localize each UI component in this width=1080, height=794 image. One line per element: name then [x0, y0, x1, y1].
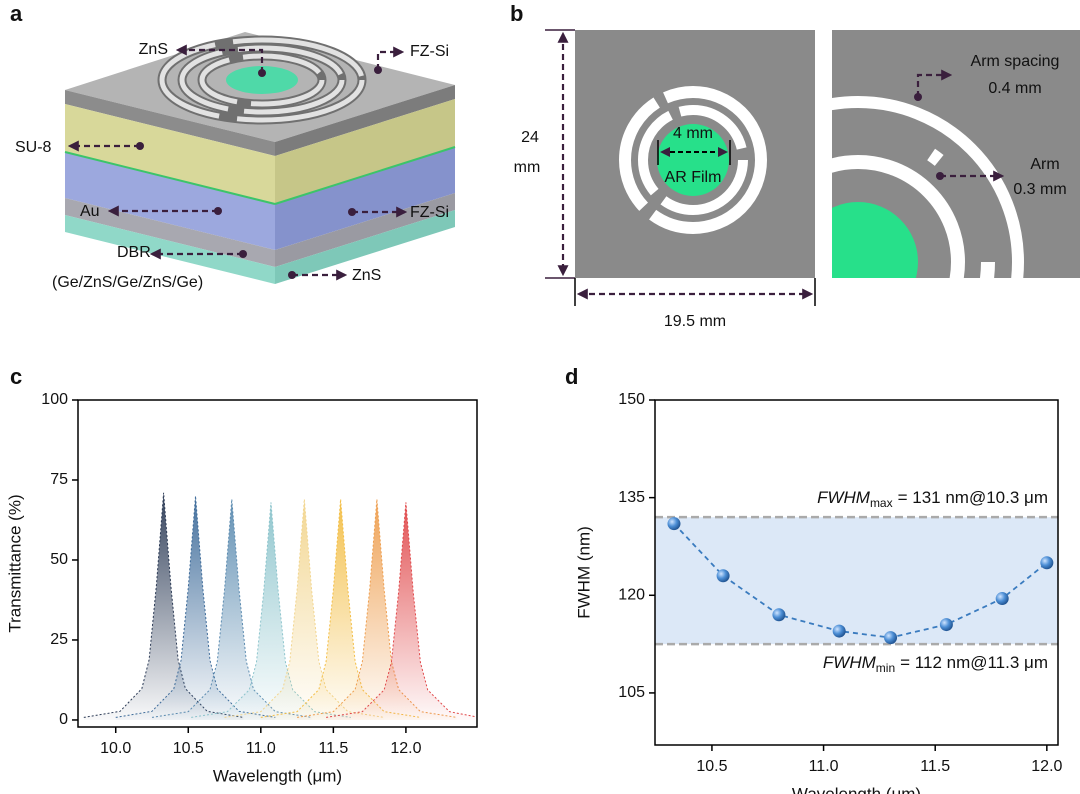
rings	[619, 86, 767, 234]
panel-label: a	[10, 1, 23, 26]
layer	[65, 104, 275, 204]
x-tick-label: 12.0	[1031, 758, 1062, 775]
x-tick-label: 11.0	[246, 740, 276, 757]
callout-label: FZ-Si	[410, 204, 449, 221]
y-tick-label: 0	[59, 711, 68, 728]
dimension-label: 4 mm	[673, 125, 713, 142]
peak-area	[191, 502, 351, 720]
point	[832, 624, 846, 638]
dimension-label: 24	[521, 129, 539, 146]
y-tick-label: 75	[50, 471, 68, 488]
layer	[65, 152, 275, 250]
callout-label: Arm	[1030, 156, 1059, 173]
callouts	[67, 44, 408, 281]
dimension-unit: mm	[514, 159, 541, 176]
y-tick-label: 105	[618, 684, 645, 701]
callout-label: Arm spacing	[971, 53, 1060, 70]
plot-frame	[654, 399, 1059, 746]
peak-line	[115, 495, 276, 718]
peak-line	[191, 502, 351, 718]
au-line	[64, 151, 276, 205]
panel-label: b	[510, 1, 523, 26]
peak-area	[151, 499, 312, 720]
annotation: FWHMmax = 131 nm@10.3 μm	[817, 489, 1048, 511]
y-tick-label: 50	[50, 551, 68, 568]
x-tick-label: 11.5	[318, 740, 348, 757]
band	[655, 517, 1058, 645]
annotation-symbol: FWHM	[817, 489, 871, 508]
x-axis-label: Wavelength (μm)	[213, 766, 342, 785]
x-tick-label: 12.0	[390, 740, 421, 757]
point	[1040, 556, 1054, 570]
layer	[275, 99, 455, 204]
point	[939, 618, 953, 632]
callout-label: (Ge/ZnS/Ge/ZnS/Ge)	[52, 274, 203, 291]
zoom-rings	[832, 96, 1024, 278]
x-axis-label: Wavelength (μm)	[792, 784, 921, 794]
callout-value: 0.4 mm	[988, 80, 1041, 97]
callout-label: DBR	[117, 244, 151, 261]
layer	[275, 85, 455, 156]
fit-line	[673, 523, 1048, 639]
y-tick-label: 25	[50, 631, 68, 648]
au-line	[274, 146, 456, 205]
callout-label: FZ-Si	[410, 43, 449, 60]
x-tick-label: 11.5	[920, 758, 950, 775]
x-tick-label: 10.5	[173, 740, 204, 757]
layer	[275, 147, 455, 250]
callout-label: SU-8	[15, 139, 52, 156]
peak-area	[260, 499, 421, 720]
annotation-symbol: FWHM	[823, 654, 877, 673]
x-tick-label: 10.5	[696, 758, 727, 775]
panel-b: b 24 mm 19.5 mm 4 mm	[510, 1, 1080, 330]
callout-value: 0.3 mm	[1013, 181, 1066, 198]
annotation-subscript: max	[870, 496, 893, 510]
callout-label: ZnS	[139, 41, 168, 58]
point	[667, 517, 681, 531]
x-tick-label: 10.0	[100, 740, 131, 757]
film-label: AR Film	[665, 169, 722, 186]
callout-label: ZnS	[352, 267, 381, 284]
plot-frame	[77, 399, 478, 728]
peak-area	[115, 495, 276, 720]
annotation-subscript: min	[876, 661, 895, 675]
point	[884, 631, 898, 645]
dimensions	[545, 29, 1005, 306]
y-axis-label: FWHM (nm)	[574, 526, 593, 619]
annotation: FWHMmin = 112 nm@11.3 μm	[823, 654, 1048, 676]
y-axis-label: Transmittance (%)	[5, 494, 24, 632]
point	[772, 608, 786, 622]
dimension-label: 19.5 mm	[664, 313, 726, 330]
series-group	[83, 492, 476, 720]
layer	[275, 210, 455, 284]
layer	[65, 90, 275, 156]
peak-area	[326, 502, 476, 720]
callout-label: Au	[80, 203, 100, 220]
peak-line	[326, 502, 476, 718]
peak-area	[83, 492, 244, 720]
layer	[65, 215, 275, 284]
panel-label: d	[565, 364, 578, 389]
ar-film	[657, 124, 729, 196]
point	[716, 569, 730, 583]
annotation-text: = 131 nm@10.3 μm	[898, 489, 1048, 508]
peak-area	[297, 499, 457, 720]
x-tick-label: 11.0	[809, 758, 839, 775]
peak-area	[224, 499, 385, 720]
ar-film	[226, 66, 298, 94]
annotation-text: = 112 nm@11.3 μm	[900, 654, 1048, 673]
panel-label: c	[10, 364, 22, 389]
rings	[157, 35, 367, 125]
point	[995, 592, 1009, 606]
y-tick-label: 100	[41, 391, 68, 408]
y-tick-label: 120	[618, 587, 645, 604]
panel-a: a ZnS FZ-Si	[10, 1, 456, 291]
layer	[275, 193, 455, 267]
y-tick-label: 135	[618, 489, 645, 506]
y-tick-label: 150	[618, 391, 645, 408]
